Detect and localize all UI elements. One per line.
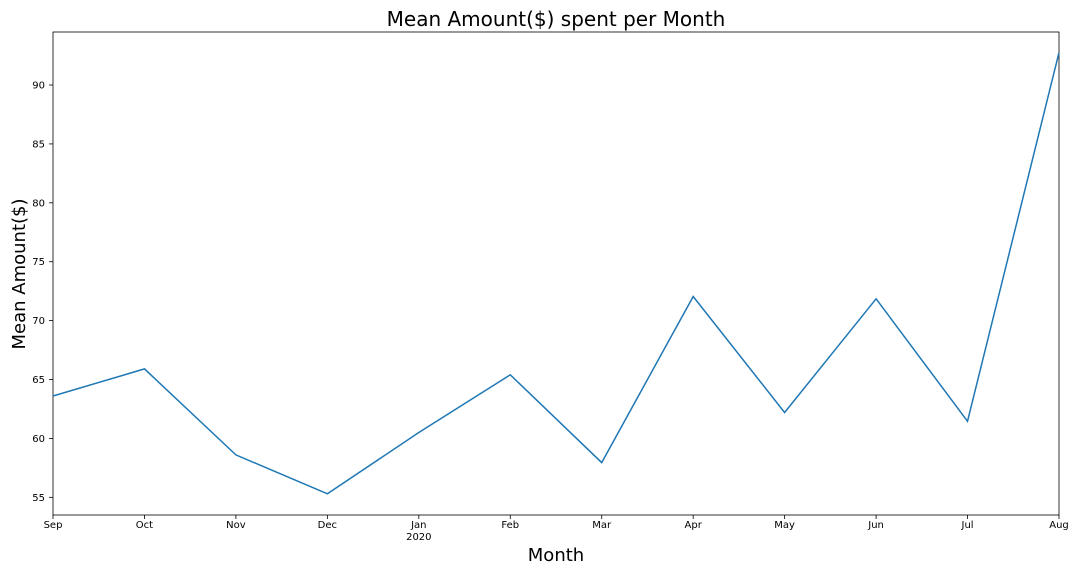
x-tick-label: Sep bbox=[44, 520, 63, 531]
y-tick-label: 85 bbox=[32, 139, 45, 150]
x-tick-year-label: 2020 bbox=[406, 532, 431, 543]
y-axis-label: Mean Amount($) bbox=[9, 199, 30, 350]
x-tick-label: Jun bbox=[867, 520, 884, 531]
y-tick-label: 55 bbox=[32, 493, 45, 504]
y-tick-label: 70 bbox=[32, 316, 45, 327]
y-tick-label: 80 bbox=[32, 198, 45, 209]
x-tick-label: May bbox=[774, 520, 795, 531]
x-tick-label: Aug bbox=[1049, 520, 1069, 531]
x-axis-label: Month bbox=[528, 545, 584, 566]
x-tick-label: Jul bbox=[961, 520, 974, 531]
x-tick-label: Feb bbox=[501, 520, 519, 531]
x-tick-label: Dec bbox=[318, 520, 337, 531]
y-tick-label: 90 bbox=[32, 81, 45, 92]
x-tick-label: Oct bbox=[136, 520, 153, 531]
x-tick-label: Jan bbox=[410, 520, 426, 531]
plot-area-frame bbox=[52, 31, 1060, 516]
series-line bbox=[52, 52, 1060, 495]
y-tick-label: 60 bbox=[32, 434, 45, 445]
x-tick-label: Nov bbox=[226, 520, 246, 531]
x-tick-label: Mar bbox=[592, 520, 612, 531]
y-tick-label: 75 bbox=[32, 257, 45, 268]
chart-title: Mean Amount($) spent per Month bbox=[387, 7, 726, 31]
x-tick-label: Apr bbox=[685, 520, 703, 531]
y-tick-label: 65 bbox=[32, 375, 45, 386]
